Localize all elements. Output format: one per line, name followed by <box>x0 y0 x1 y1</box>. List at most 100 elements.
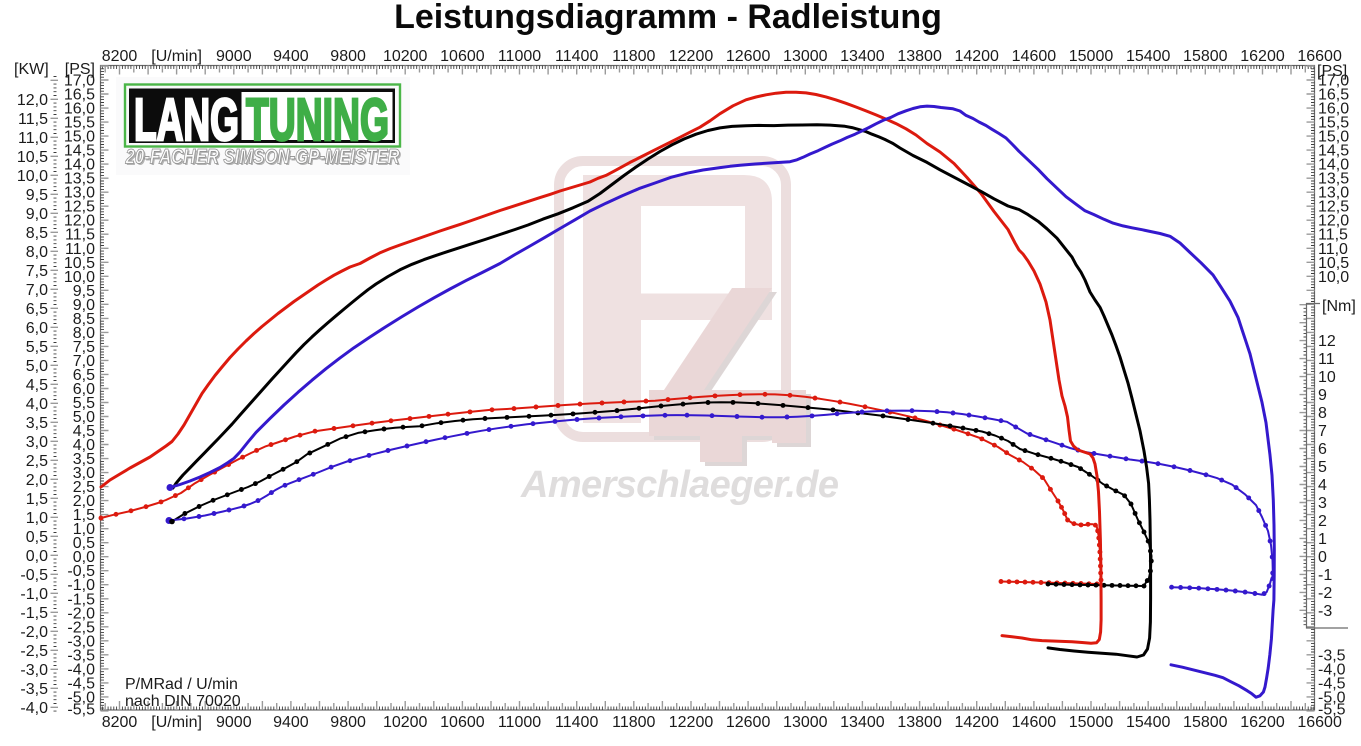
svg-text:14200: 14200 <box>954 48 999 65</box>
svg-text:9800: 9800 <box>330 714 366 731</box>
svg-text:13,0: 13,0 <box>1318 185 1349 202</box>
svg-text:4: 4 <box>1318 477 1327 494</box>
svg-text:10600: 10600 <box>440 714 485 731</box>
svg-text:10200: 10200 <box>383 48 428 65</box>
svg-text:[U/min]: [U/min] <box>151 714 202 731</box>
svg-text:14200: 14200 <box>954 714 999 731</box>
svg-text:-2: -2 <box>1318 585 1332 602</box>
svg-text:-2,0: -2,0 <box>20 624 48 641</box>
svg-text:2,5: 2,5 <box>73 479 95 496</box>
svg-text:5,5: 5,5 <box>26 339 48 356</box>
svg-text:3,0: 3,0 <box>26 434 48 451</box>
svg-text:-0,5: -0,5 <box>20 567 48 584</box>
svg-text:15800: 15800 <box>1183 48 1228 65</box>
svg-text:12,0: 12,0 <box>1318 213 1349 230</box>
svg-text:15,0: 15,0 <box>1318 129 1349 146</box>
svg-text:20-FACHER SIMSON-GP-MEISTER: 20-FACHER SIMSON-GP-MEISTER <box>125 146 400 169</box>
svg-text:10,5: 10,5 <box>17 149 48 166</box>
svg-text:Amerschlaeger.de: Amerschlaeger.de <box>520 464 839 506</box>
svg-text:16,5: 16,5 <box>1318 87 1349 104</box>
svg-text:9,0: 9,0 <box>26 206 48 223</box>
svg-text:15000: 15000 <box>1069 714 1114 731</box>
svg-text:7,5: 7,5 <box>73 339 95 356</box>
svg-text:12200: 12200 <box>669 48 714 65</box>
svg-text:14,5: 14,5 <box>1318 143 1349 160</box>
svg-text:4,0: 4,0 <box>26 396 48 413</box>
svg-text:6,5: 6,5 <box>73 367 95 384</box>
svg-text:16,5: 16,5 <box>64 87 95 104</box>
svg-text:7: 7 <box>1318 423 1327 440</box>
svg-text:[U/min]: [U/min] <box>151 48 202 65</box>
svg-text:0: 0 <box>1318 549 1327 566</box>
svg-text:4,5: 4,5 <box>73 423 95 440</box>
svg-text:nach DIN 70020: nach DIN 70020 <box>125 693 241 710</box>
svg-text:13800: 13800 <box>897 714 942 731</box>
svg-text:8,5: 8,5 <box>73 311 95 328</box>
svg-text:12,0: 12,0 <box>64 213 95 230</box>
svg-text:6,0: 6,0 <box>26 320 48 337</box>
svg-text:3,5: 3,5 <box>26 415 48 432</box>
svg-text:16200: 16200 <box>1240 48 1285 65</box>
svg-text:3,0: 3,0 <box>73 465 95 482</box>
svg-text:[KW]: [KW] <box>14 61 49 78</box>
svg-text:3,5: 3,5 <box>73 451 95 468</box>
svg-text:11,5: 11,5 <box>1318 227 1348 244</box>
svg-text:8200: 8200 <box>102 48 138 65</box>
svg-text:14600: 14600 <box>1012 48 1057 65</box>
svg-text:11800: 11800 <box>612 714 655 731</box>
svg-text:-4,5: -4,5 <box>67 675 95 692</box>
svg-text:9000: 9000 <box>216 714 252 731</box>
svg-text:1,0: 1,0 <box>26 510 48 527</box>
svg-text:16600: 16600 <box>1297 714 1342 731</box>
svg-text:[PS]: [PS] <box>1317 63 1347 80</box>
svg-text:11000: 11000 <box>498 714 541 731</box>
svg-text:-3,5: -3,5 <box>67 647 95 664</box>
svg-text:15400: 15400 <box>1126 48 1171 65</box>
svg-text:14,0: 14,0 <box>64 157 95 174</box>
svg-text:12,0: 12,0 <box>17 92 48 109</box>
svg-text:11000: 11000 <box>498 48 541 65</box>
svg-text:11,0: 11,0 <box>65 241 95 258</box>
svg-text:12600: 12600 <box>726 48 771 65</box>
svg-text:14600: 14600 <box>1012 714 1057 731</box>
svg-text:0,0: 0,0 <box>73 549 95 566</box>
svg-text:9800: 9800 <box>330 48 366 65</box>
svg-text:4,0: 4,0 <box>73 437 95 454</box>
svg-text:17,0: 17,0 <box>1318 73 1349 90</box>
svg-text:-5,0: -5,0 <box>67 689 95 706</box>
svg-text:15400: 15400 <box>1126 714 1171 731</box>
svg-text:-5,0: -5,0 <box>1318 689 1346 706</box>
svg-text:7,0: 7,0 <box>26 282 48 299</box>
svg-text:0,5: 0,5 <box>26 529 48 546</box>
svg-text:16200: 16200 <box>1240 714 1285 731</box>
svg-text:[PS]: [PS] <box>65 61 95 78</box>
svg-text:13,5: 13,5 <box>64 171 95 188</box>
svg-text:-3,0: -3,0 <box>20 662 48 679</box>
svg-text:11400: 11400 <box>555 714 598 731</box>
svg-text:8,0: 8,0 <box>26 244 48 261</box>
svg-text:-3,5: -3,5 <box>20 681 48 698</box>
svg-text:13000: 13000 <box>783 48 828 65</box>
svg-text:9400: 9400 <box>273 48 309 65</box>
svg-text:11: 11 <box>1318 351 1335 368</box>
svg-text:10200: 10200 <box>383 714 428 731</box>
svg-text:-4,0: -4,0 <box>1318 661 1346 678</box>
svg-text:10,5: 10,5 <box>1318 255 1349 272</box>
svg-text:13400: 13400 <box>840 714 885 731</box>
svg-text:13400: 13400 <box>840 48 885 65</box>
svg-text:13,5: 13,5 <box>1318 171 1349 188</box>
svg-text:11,0: 11,0 <box>1318 241 1348 258</box>
svg-text:11400: 11400 <box>555 48 598 65</box>
svg-text:15,5: 15,5 <box>1318 115 1349 132</box>
svg-text:1,5: 1,5 <box>26 491 48 508</box>
svg-text:2,0: 2,0 <box>73 493 95 510</box>
svg-text:15800: 15800 <box>1183 714 1228 731</box>
svg-text:12,5: 12,5 <box>1318 199 1349 216</box>
svg-text:LANG: LANG <box>134 87 239 153</box>
svg-text:-1,5: -1,5 <box>20 605 48 622</box>
svg-text:10600: 10600 <box>440 48 485 65</box>
svg-text:TUNING: TUNING <box>246 87 389 153</box>
svg-text:-1,5: -1,5 <box>67 591 95 608</box>
svg-text:11800: 11800 <box>612 48 655 65</box>
svg-text:12,5: 12,5 <box>64 199 95 216</box>
